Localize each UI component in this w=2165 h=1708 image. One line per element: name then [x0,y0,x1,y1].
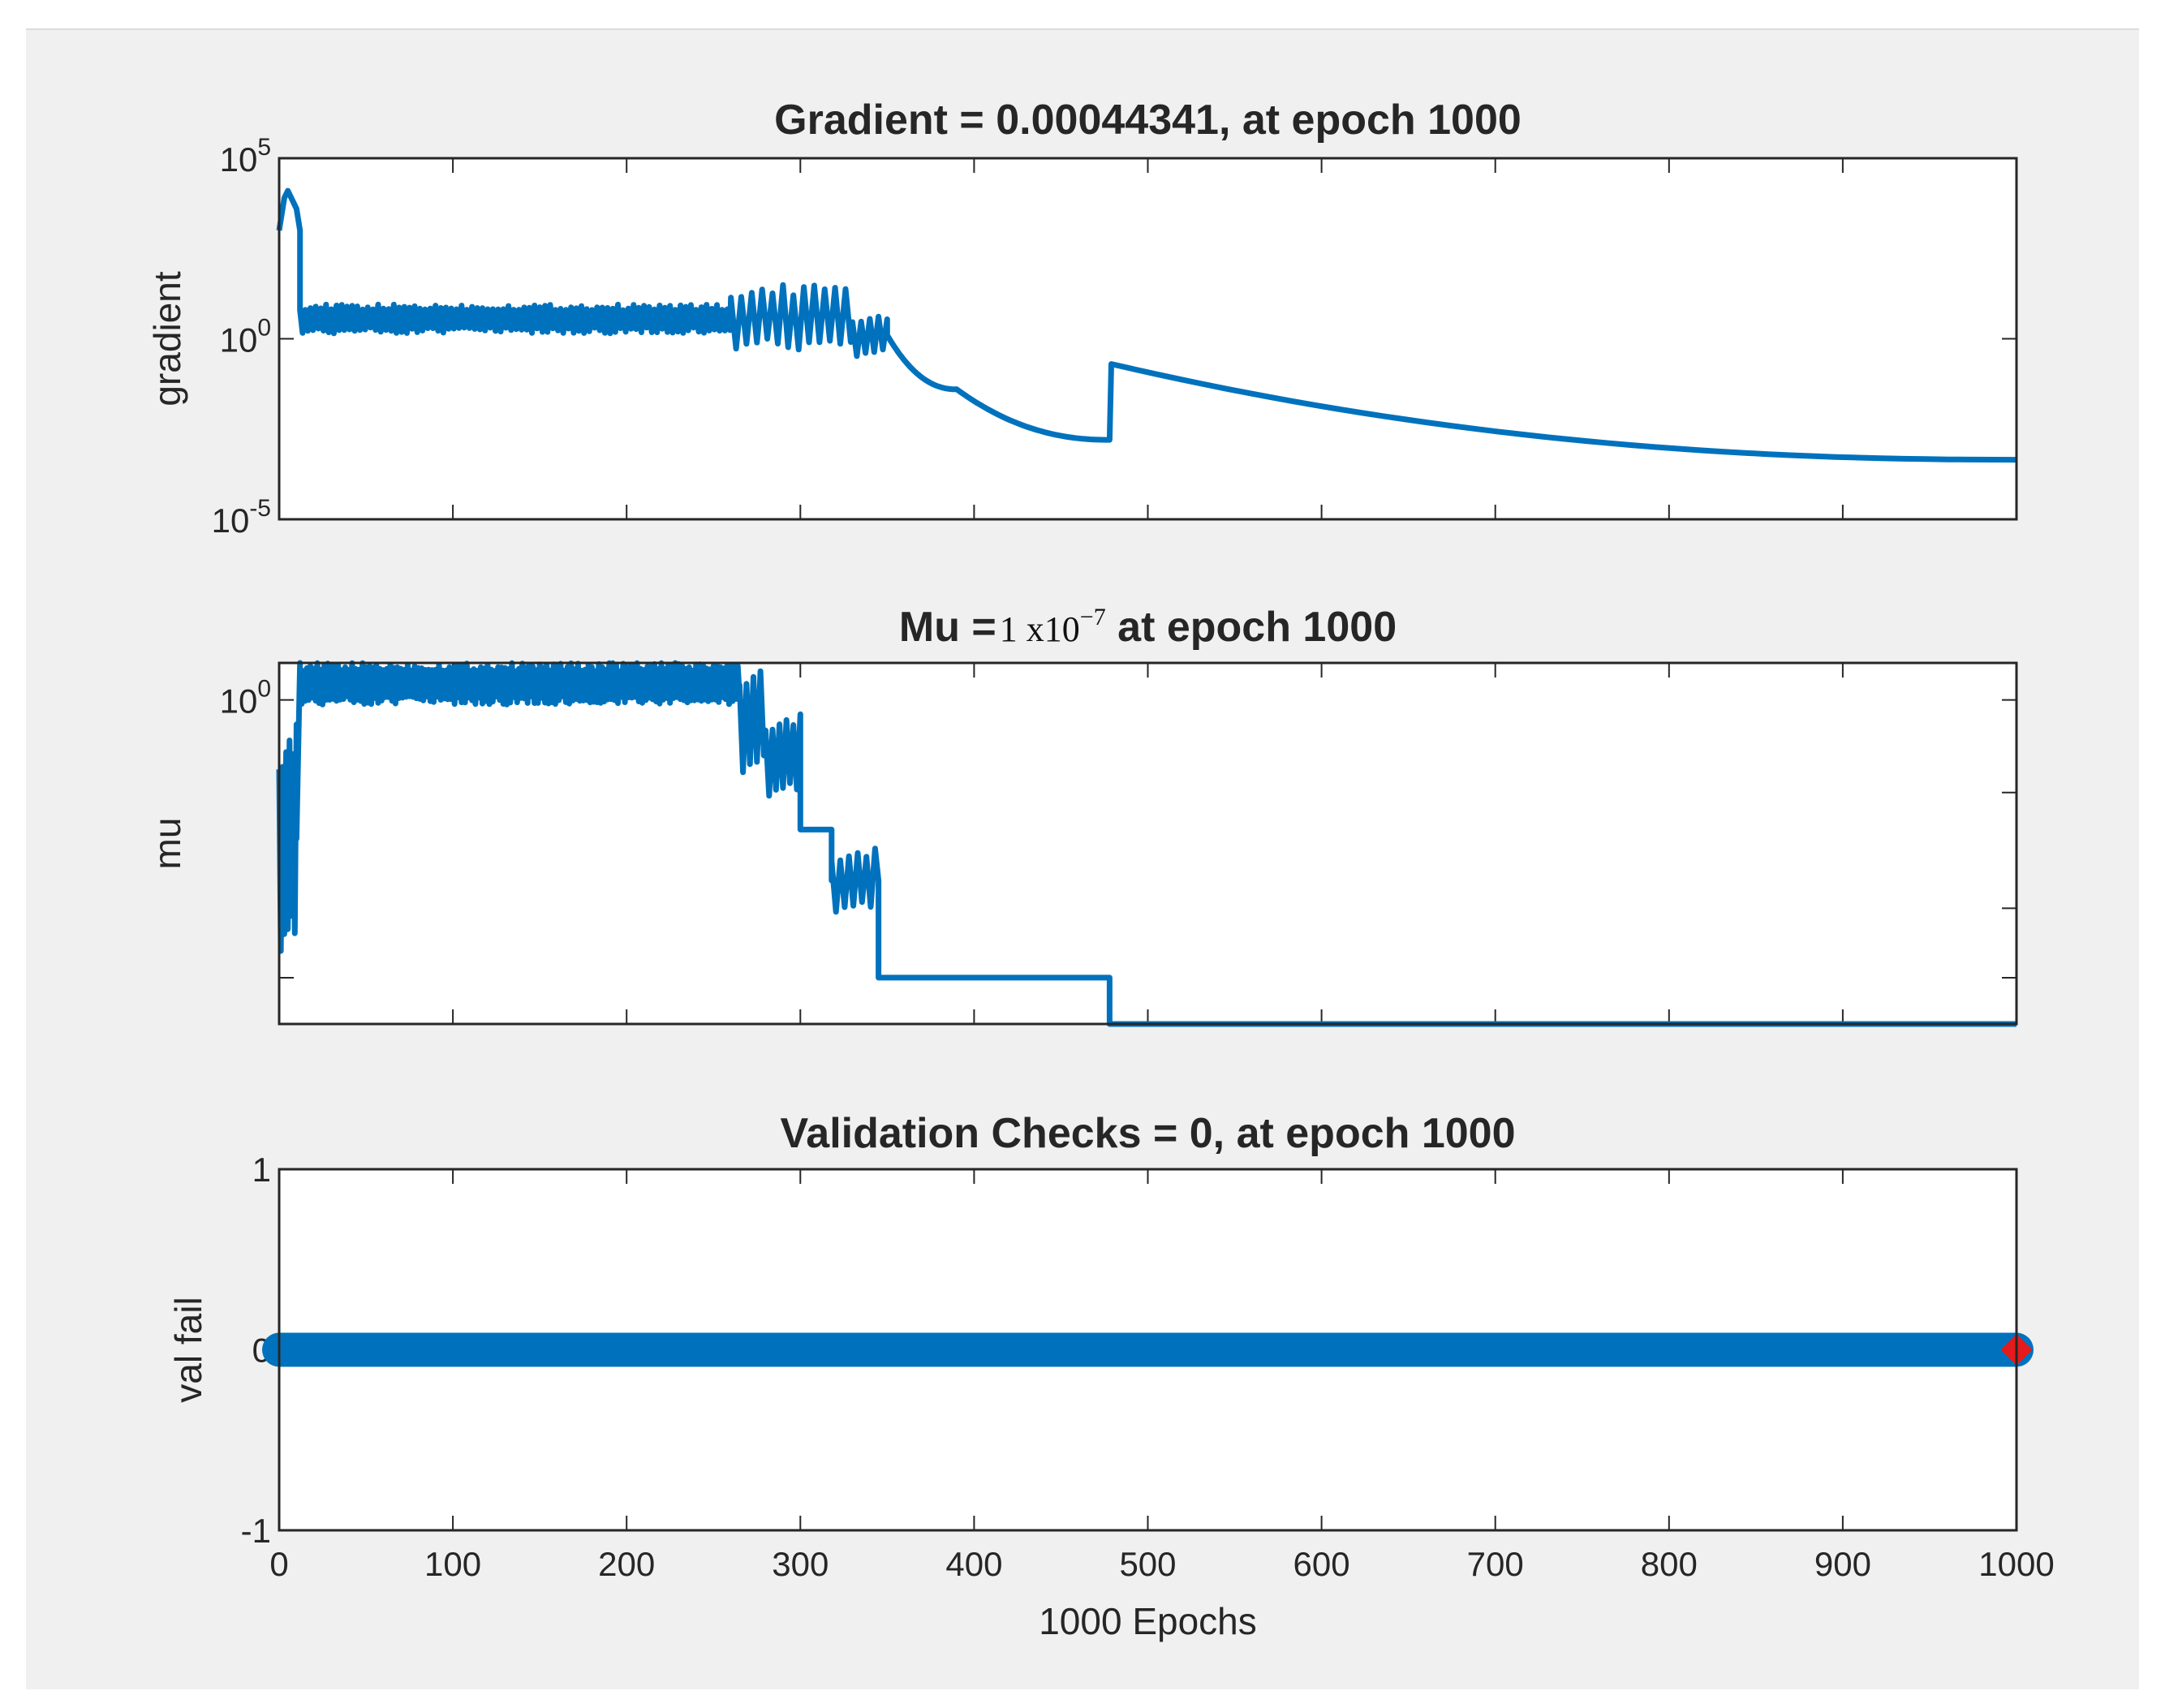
subplot-title: Mu =1 x10−7 at epoch 1000 [899,604,1397,651]
series-line-gradient [276,187,2017,463]
subplot-title: Gradient = 0.00044341, at epoch 1000 [774,97,1522,144]
axes-frame [278,661,2018,1026]
subplot-1: Gradient = 0.00044341, at epoch 1000 grad… [146,97,2018,540]
y-axis-label: gradient [146,271,188,406]
x-tick-label: 500 [1119,1545,1176,1583]
x-tick-label: 0 [269,1545,288,1583]
y-tick-label: 100 [220,315,271,359]
axes-frame [278,1168,2018,1532]
y-tick-label: 10-5 [212,495,271,540]
y-tick-label: 105 [220,134,271,179]
axes-frame [278,157,2018,521]
subplot-title: Validation Checks = 0, at epoch 1000 [780,1110,1515,1157]
y-tick-label: 1 [252,1151,271,1189]
x-tick-label: 1000 [1978,1545,2054,1583]
x-tick-label: 600 [1293,1545,1350,1583]
y-axis-label: mu [146,818,188,870]
y-axis-label: val fail [167,1297,209,1402]
x-tick-label: 200 [598,1545,655,1583]
x-tick-label: 700 [1467,1545,1524,1583]
x-axis-label: 1000 Epochs [1039,1600,1257,1642]
y-tick-label: 100 [220,676,271,721]
x-tick-label: 800 [1641,1545,1698,1583]
x-tick-label: 900 [1814,1545,1871,1583]
x-tick-label: 400 [945,1545,1002,1583]
plot-area [279,158,2017,519]
subplot-2: Mu =1 x10−7 at epoch 1000 mu 100 [146,604,2018,1027]
subplot-3: Validation Checks = 0, at epoch 1000 val … [167,1110,2055,1642]
y-tick-label: -1 [241,1512,271,1550]
series-line-mu [276,660,2017,1027]
plot-area [279,663,2017,1024]
x-tick-label: 300 [772,1545,829,1583]
x-tick-label: 100 [424,1545,481,1583]
